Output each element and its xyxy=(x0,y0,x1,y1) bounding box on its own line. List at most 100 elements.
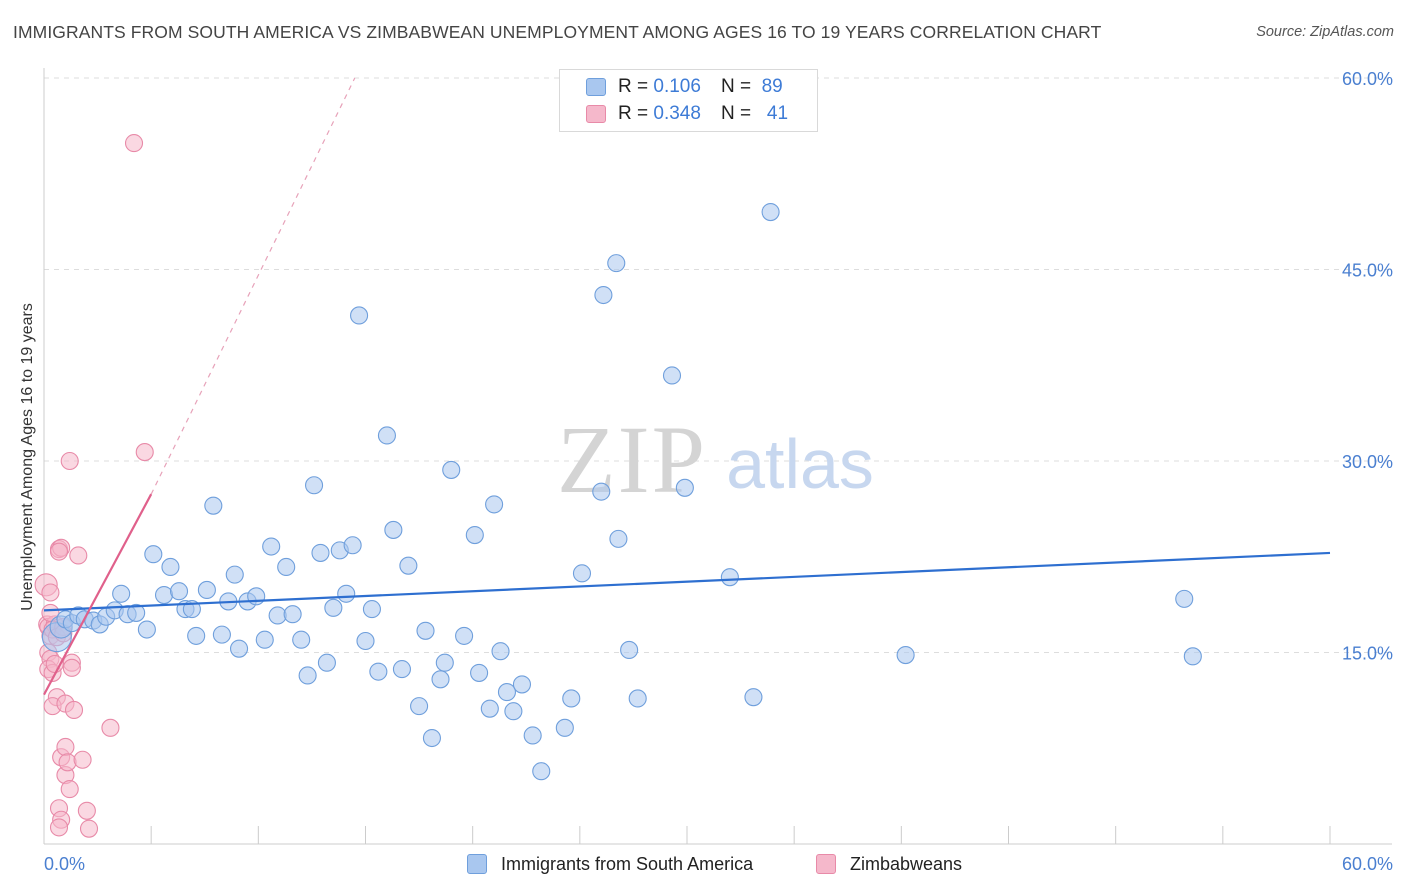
watermark-atlas: atlas xyxy=(726,425,874,503)
data-point-south-america xyxy=(399,556,418,575)
data-point-south-america xyxy=(277,557,296,577)
data-point-south-america xyxy=(337,584,356,603)
legend-swatch-blue xyxy=(586,78,606,96)
data-point-south-america xyxy=(480,699,499,718)
data-point-south-america xyxy=(1183,647,1202,666)
bottom-legend-item-pink: Zimbabweans xyxy=(816,852,962,876)
data-point-south-america xyxy=(896,646,915,665)
data-point-south-america xyxy=(324,598,343,617)
data-point-south-america xyxy=(292,630,311,649)
correlation-legend: R = 0.106 N = 89 R = 0.348 N = 41 xyxy=(559,69,818,132)
data-point-south-america xyxy=(268,606,287,625)
data-point-south-america xyxy=(255,630,274,649)
axes xyxy=(43,68,1392,845)
data-point-zimbabwean xyxy=(60,780,79,799)
data-point-south-america xyxy=(137,620,156,639)
data-point-south-america xyxy=(1175,589,1194,608)
data-point-south-america xyxy=(470,663,489,682)
legend-r-value: 0.348 xyxy=(653,103,701,124)
data-point-south-america xyxy=(317,653,336,672)
legend-n-label: N = xyxy=(720,103,752,124)
legend-n-value: 89 xyxy=(761,76,783,97)
data-point-south-america xyxy=(197,580,216,599)
data-point-south-america xyxy=(112,584,131,603)
data-point-south-america xyxy=(594,285,613,305)
data-point-zimbabwean xyxy=(56,737,75,757)
data-point-south-america xyxy=(247,587,266,606)
data-point-south-america xyxy=(422,728,441,748)
data-point-south-america xyxy=(154,585,174,605)
chart-title: IMMIGRANTS FROM SOUTH AMERICA VS ZIMBABW… xyxy=(13,22,1102,42)
data-point-south-america xyxy=(362,600,381,619)
data-point-zimbabwean xyxy=(79,819,99,838)
data-point-south-america xyxy=(416,621,435,640)
data-point-zimbabwean xyxy=(135,443,154,462)
legend-row-pink: R = 0.348 N = 41 xyxy=(586,102,788,126)
legend-n-value: 41 xyxy=(766,103,789,124)
data-point-zimbabwean xyxy=(73,750,92,769)
bottom-legend-swatch-blue xyxy=(467,854,487,874)
data-point-south-america xyxy=(204,496,223,515)
data-point-south-america xyxy=(744,688,763,707)
x-tick-label: 60.0% xyxy=(1342,854,1393,874)
data-point-south-america xyxy=(592,482,611,501)
data-point-zimbabwean xyxy=(41,603,60,622)
legend-r-label: R = xyxy=(618,103,649,124)
legend-r-value: 0.106 xyxy=(653,76,701,97)
data-point-zimbabwean xyxy=(58,753,77,772)
data-point-south-america xyxy=(523,726,542,745)
data-point-south-america xyxy=(410,697,429,716)
data-point-south-america xyxy=(455,626,474,645)
trend-lines xyxy=(43,77,1331,696)
data-point-south-america xyxy=(392,660,411,679)
data-point-south-america xyxy=(377,426,396,445)
data-point-south-america xyxy=(491,642,510,661)
bottom-legend-item-blue: Immigrants from South America xyxy=(467,852,753,876)
data-point-south-america xyxy=(384,520,403,539)
data-point-south-america xyxy=(298,666,317,685)
data-point-south-america xyxy=(356,631,375,651)
data-point-zimbabwean xyxy=(69,546,88,565)
data-point-south-america xyxy=(343,536,362,555)
legend-n-label: N = xyxy=(720,76,752,97)
data-point-south-america xyxy=(620,640,639,659)
data-point-south-america xyxy=(662,366,682,385)
data-point-zimbabwean xyxy=(77,801,96,820)
data-point-south-america xyxy=(283,605,302,624)
y-tick-label: 15.0% xyxy=(1342,644,1393,664)
y-tick-label: 30.0% xyxy=(1342,452,1393,472)
legend-row-blue: R = 0.106 N = 89 xyxy=(586,75,783,99)
data-point-south-america xyxy=(485,495,504,514)
data-point-south-america xyxy=(144,545,163,564)
data-point-south-america xyxy=(442,460,461,479)
y-tick-label: 45.0% xyxy=(1342,261,1393,281)
data-point-south-america xyxy=(497,683,517,702)
trend-line-south-america xyxy=(43,551,1331,612)
data-point-south-america xyxy=(675,478,694,497)
trend-line-zimbabwean xyxy=(43,493,153,696)
data-point-zimbabwean xyxy=(62,658,81,677)
bottom-legend-label: Immigrants from South America xyxy=(501,853,754,874)
bottom-legend-swatch-pink xyxy=(816,854,836,874)
bottom-legend-label: Zimbabweans xyxy=(850,853,963,874)
data-point-south-america xyxy=(504,702,523,721)
data-point-south-america xyxy=(720,568,739,587)
data-point-zimbabwean xyxy=(41,583,60,602)
data-point-south-america xyxy=(225,565,244,584)
data-point-zimbabwean xyxy=(124,134,144,153)
data-point-south-america xyxy=(212,625,231,644)
data-point-south-america xyxy=(628,689,647,708)
data-point-south-america xyxy=(229,639,249,658)
data-point-south-america xyxy=(572,564,592,583)
data-point-south-america xyxy=(311,543,330,562)
trend-line-zimbabwean-extension xyxy=(150,77,356,495)
data-point-south-america xyxy=(607,254,626,273)
y-tick-label: 60.0% xyxy=(1342,69,1393,89)
data-point-south-america xyxy=(431,670,450,689)
x-tick-label: 0.0% xyxy=(44,854,85,874)
data-point-zimbabwean xyxy=(64,700,84,720)
data-point-south-america xyxy=(350,306,369,325)
tick-labels: 15.0% 30.0% 45.0% 60.0% 0.0% 60.0% xyxy=(44,69,1393,874)
series-zimbabweans xyxy=(34,134,154,838)
